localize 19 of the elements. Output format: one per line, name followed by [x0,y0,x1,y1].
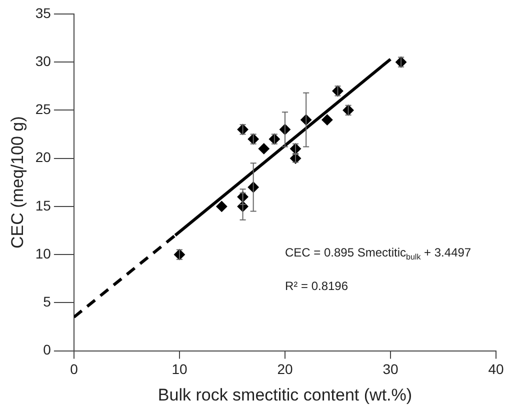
x-tick-label: 40 [488,361,504,378]
x-tick-label: 20 [277,361,293,378]
point [258,143,270,154]
y-axis-title: CEC (meq/100 g) [8,116,27,249]
y-tick-label: 0 [43,342,52,358]
y-tick-label: 5 [43,294,52,310]
x-tick-label: 10 [172,361,188,378]
y-tick-label: 25 [35,101,52,118]
y-tick-label: 30 [35,52,52,69]
y-tick-label: 20 [35,149,52,166]
y-tick-label: 15 [35,197,52,214]
x-axis-title: Bulk rock smectitic content (wt.%) [158,385,412,404]
annotation: R² = 0.8196 [284,279,348,294]
point [322,114,333,126]
y-tick-label: 35 [35,4,52,21]
x-tick-label: 0 [70,361,78,378]
y-tick-label: 10 [35,245,52,262]
x-tick-label: 30 [382,361,398,378]
point [216,200,228,212]
